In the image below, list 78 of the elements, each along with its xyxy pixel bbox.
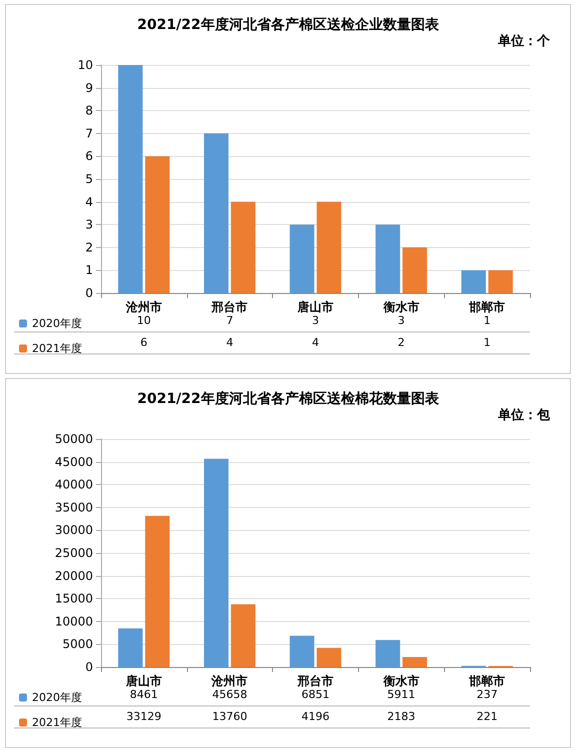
legend-label: 2021年度 [32, 342, 82, 355]
y-tick-label: 8 [85, 104, 93, 118]
y-tick-label: 5000 [62, 637, 93, 652]
chart-title: 2021/22年度河北省各产棉区送检棉花数量图表 [137, 390, 440, 407]
data-label: 45658 [212, 688, 248, 701]
bar [402, 247, 428, 293]
y-tick-label: 9 [85, 80, 93, 95]
bar [461, 270, 486, 293]
y-tick-label: 0 [85, 660, 93, 674]
data-label: 4 [312, 336, 319, 349]
data-label: 8461 [130, 688, 158, 701]
x-tick-label: 邢台市 [296, 674, 334, 688]
legend-label: 2020年度 [32, 317, 82, 330]
data-label: 7 [226, 314, 234, 327]
x-tick-label: 邯郸市 [468, 674, 506, 688]
y-tick-label: 20000 [54, 568, 93, 583]
bar [145, 156, 170, 293]
bar [316, 202, 342, 293]
bar [204, 133, 228, 293]
data-label: 237 [476, 688, 498, 701]
bar [204, 458, 228, 667]
bar [230, 202, 256, 293]
y-tick-label: 2 [85, 240, 93, 254]
y-tick-label: 0 [85, 286, 93, 300]
text: 单位：个 [497, 33, 551, 49]
text: 单位：包 [497, 407, 551, 423]
data-label: 1 [484, 336, 491, 349]
y-tick-label: 6 [85, 149, 93, 164]
bar [290, 224, 314, 293]
x-tick-label: 沧州市 [210, 674, 248, 688]
legend-label: 2020年度 [32, 691, 82, 704]
data-label: 3 [312, 314, 319, 327]
x-tick-label: 沧州市 [124, 300, 162, 314]
y-tick-label: 40000 [54, 478, 93, 492]
data-label: 2183 [387, 710, 416, 723]
bar [376, 224, 400, 293]
bar [316, 648, 342, 667]
data-label: 33129 [126, 710, 162, 723]
x-tick-label: 唐山市 [124, 674, 162, 688]
bar [145, 516, 170, 667]
data-label: 5911 [387, 688, 416, 701]
y-tick-label: 5 [85, 172, 93, 186]
data-label: 1 [484, 314, 491, 327]
y-tick-label: 1 [85, 263, 93, 278]
data-label: 10 [136, 314, 151, 327]
x-tick-label: 邯郸市 [468, 300, 506, 314]
y-tick-label: 15000 [54, 592, 93, 606]
y-tick-label: 7 [85, 126, 93, 140]
y-tick-label: 35000 [54, 500, 93, 514]
y-tick-label: 25000 [54, 546, 93, 560]
bar [118, 65, 143, 293]
data-label: 2 [398, 336, 405, 349]
bar [118, 628, 143, 667]
bar [376, 640, 400, 667]
bar [402, 657, 428, 667]
data-label: 13760 [212, 710, 248, 723]
data-label: 6 [140, 336, 148, 349]
x-tick-label: 衡水市 [382, 674, 420, 688]
legend-label: 2021年度 [32, 716, 82, 729]
data-label: 221 [476, 710, 498, 723]
data-label: 4196 [302, 710, 330, 723]
bar [488, 270, 513, 293]
data-label: 4 [226, 336, 234, 349]
y-tick-label: 3 [85, 218, 93, 232]
y-tick-label: 30000 [54, 523, 93, 538]
chart-title: 2021/22年度河北省各产棉区送检企业数量图表 [137, 16, 440, 33]
x-tick-label: 邢台市 [210, 300, 248, 314]
bar [290, 636, 314, 667]
y-tick-label: 45000 [54, 454, 93, 469]
data-label: 6851 [302, 688, 330, 701]
y-tick-label: 50000 [54, 432, 93, 446]
data-label: 3 [398, 314, 405, 327]
bar [230, 604, 256, 667]
y-tick-label: 10 [78, 58, 93, 72]
x-tick-label: 衡水市 [382, 300, 420, 314]
y-tick-label: 10000 [54, 614, 93, 628]
y-tick-label: 4 [85, 194, 93, 209]
x-tick-label: 唐山市 [296, 300, 334, 314]
